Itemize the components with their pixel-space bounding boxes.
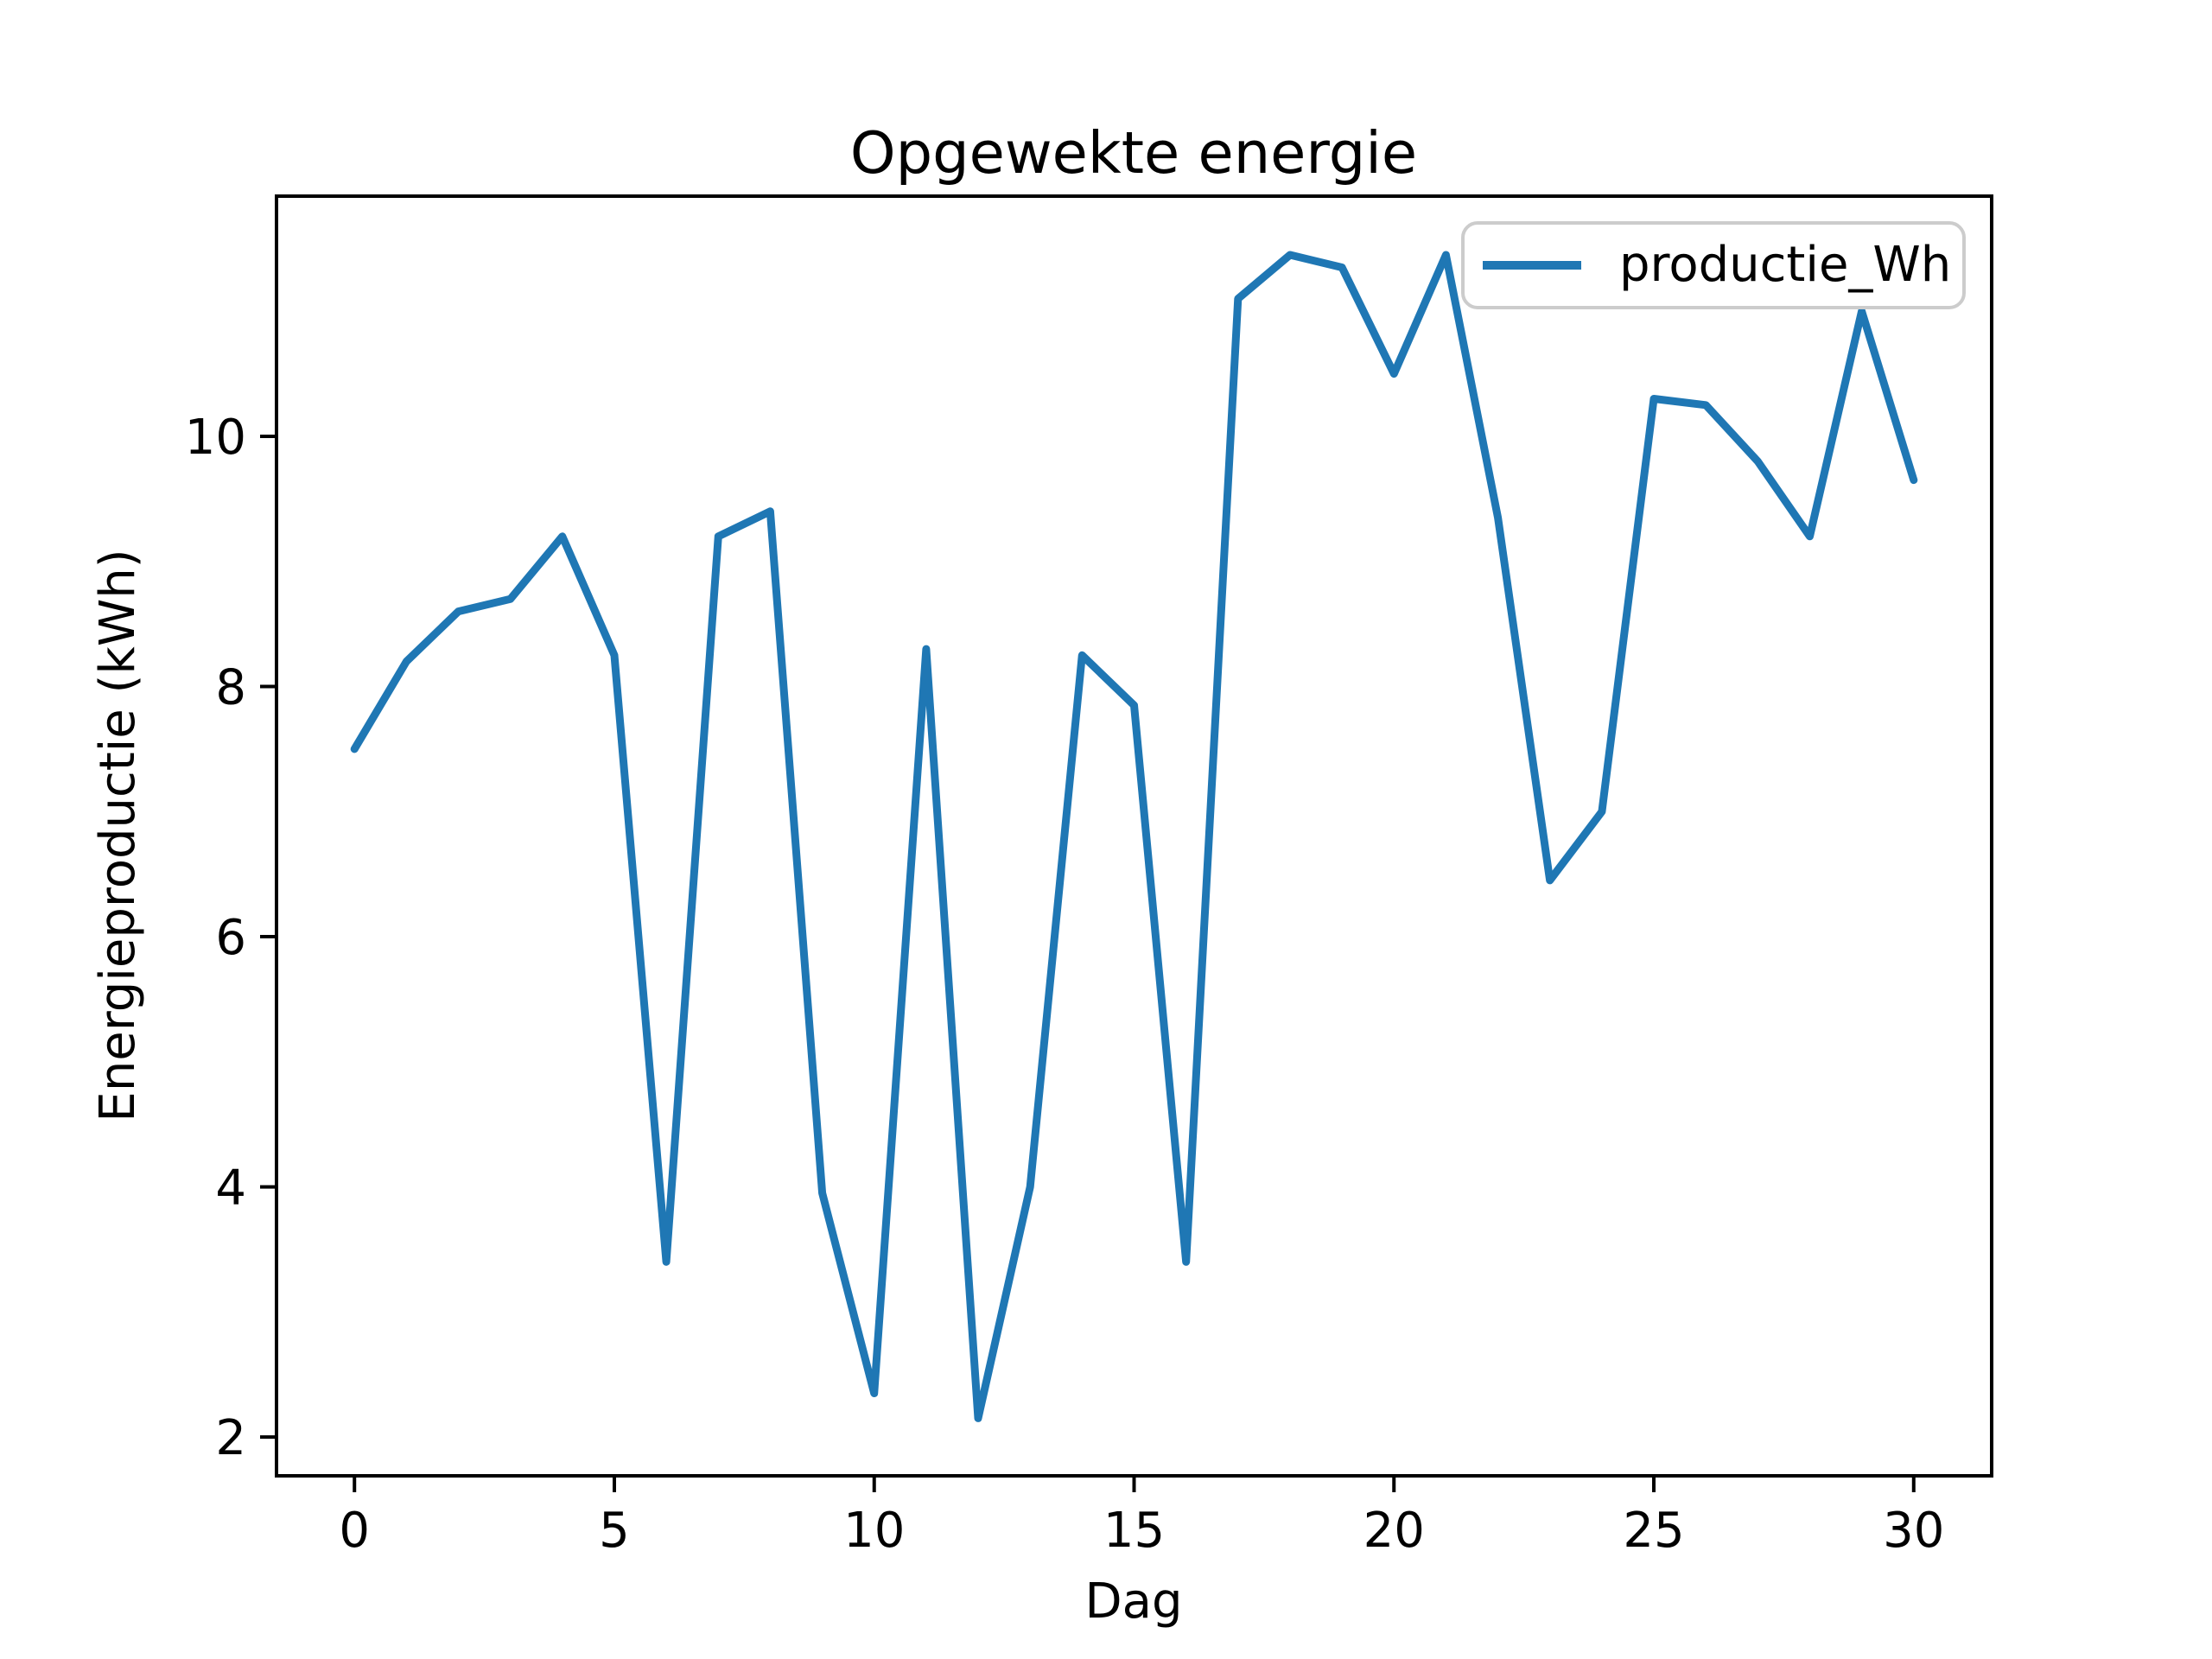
y-tick-label: 6 — [215, 910, 246, 966]
legend: productie_Wh — [1461, 221, 1966, 309]
x-tick-label: 0 — [339, 1503, 370, 1559]
legend-label: productie_Wh — [1619, 237, 1951, 293]
plot-border — [275, 194, 1993, 1478]
y-axis-label: Energieproductie (kWh) — [90, 549, 146, 1122]
x-tick-label: 25 — [1623, 1503, 1684, 1559]
y-tick-label: 4 — [215, 1160, 246, 1217]
y-tick-label: 2 — [215, 1410, 246, 1466]
x-tick-label: 10 — [843, 1503, 905, 1559]
chart-title: Opgewekte energie — [850, 119, 1417, 187]
series-line-productie-wh — [350, 251, 1918, 1422]
axis-ticks: 0 5 10 15 20 25 30 2 4 6 8 10 — [185, 410, 1945, 1559]
y-tick-label: 8 — [215, 659, 246, 715]
x-tick-label: 30 — [1883, 1503, 1944, 1559]
x-tick-label: 15 — [1103, 1503, 1165, 1559]
x-tick-label: 5 — [599, 1503, 630, 1559]
x-tick-label: 20 — [1363, 1503, 1425, 1559]
y-tick-label: 10 — [185, 410, 246, 466]
legend-box — [1461, 221, 1966, 309]
x-axis-label: Dag — [1085, 1573, 1183, 1630]
